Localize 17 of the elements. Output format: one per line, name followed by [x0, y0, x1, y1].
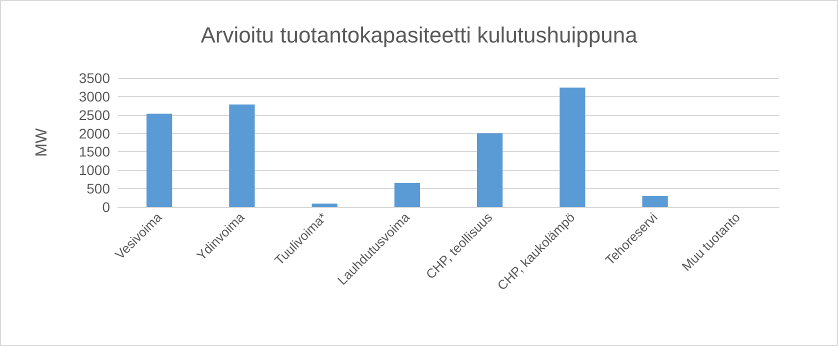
bar: [146, 114, 172, 207]
y-tick-label: 1500: [78, 144, 110, 160]
bar: [477, 133, 503, 207]
y-tick-label: 3500: [78, 70, 110, 86]
y-tick-label: 500: [86, 180, 110, 197]
bar: [312, 204, 338, 207]
y-axis-title: MW: [34, 127, 50, 157]
bar: [642, 196, 668, 207]
y-tick-label: 0: [102, 199, 110, 215]
bar: [229, 104, 255, 207]
y-tick-label: 3000: [78, 88, 110, 104]
y-tick-label: 2000: [78, 125, 110, 142]
bar: [394, 183, 420, 207]
y-tick-label: 2500: [78, 106, 110, 123]
chart-title: Arvioitu tuotantokapasiteetti kulutushuippuna: [200, 22, 638, 48]
bar: [560, 88, 586, 207]
y-tick-label: 1000: [78, 162, 110, 178]
